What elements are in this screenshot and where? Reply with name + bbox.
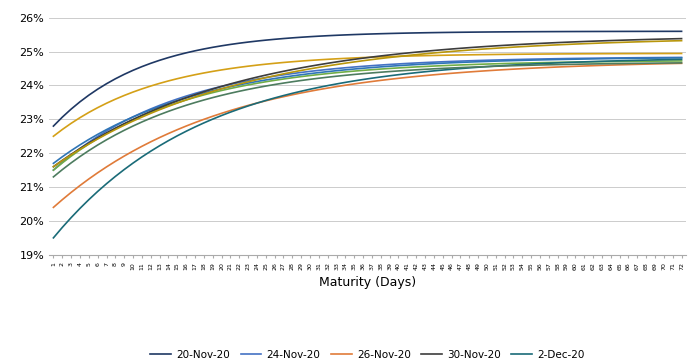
30-Nov-20 xyxy=(678,36,686,41)
25-Nov-20 xyxy=(474,62,482,67)
30-Nov-20 xyxy=(403,51,412,55)
30-Nov-20 xyxy=(49,165,57,169)
Line: 1-Dec-20: 1-Dec-20 xyxy=(53,41,682,167)
25-Nov-20 xyxy=(403,65,412,70)
Line: 2-Dec-20: 2-Dec-20 xyxy=(53,59,682,238)
27-Nov-20 xyxy=(678,56,686,60)
27-Nov-20 xyxy=(199,91,208,95)
1-Dec-20 xyxy=(199,92,208,96)
25-Nov-20 xyxy=(447,63,456,67)
26-Nov-20 xyxy=(49,205,57,210)
2-Dec-20 xyxy=(199,121,208,125)
X-axis label: Maturity (Days): Maturity (Days) xyxy=(319,276,416,289)
2-Dec-20 xyxy=(403,71,412,76)
26-Nov-20 xyxy=(678,61,686,66)
23-Nov-20 xyxy=(678,51,686,56)
Line: 23-Nov-20: 23-Nov-20 xyxy=(53,54,682,136)
26-Nov-20 xyxy=(199,117,208,122)
23-Nov-20 xyxy=(49,134,57,138)
3-Dec-20 xyxy=(49,175,57,179)
2-Dec-20 xyxy=(678,57,686,62)
20-Nov-20 xyxy=(474,30,482,34)
26-Nov-20 xyxy=(447,71,456,75)
30-Nov-20 xyxy=(447,47,456,51)
20-Nov-20 xyxy=(678,29,686,33)
3-Dec-20 xyxy=(447,66,456,70)
2-Dec-20 xyxy=(49,236,57,240)
25-Nov-20 xyxy=(138,114,146,118)
25-Nov-20 xyxy=(262,80,270,84)
24-Nov-20 xyxy=(138,111,146,115)
2-Dec-20 xyxy=(138,155,146,159)
24-Nov-20 xyxy=(403,61,412,66)
Line: 3-Dec-20: 3-Dec-20 xyxy=(53,63,682,177)
2-Dec-20 xyxy=(474,65,482,70)
3-Dec-20 xyxy=(678,61,686,65)
20-Nov-20 xyxy=(262,38,270,42)
27-Nov-20 xyxy=(138,111,146,115)
26-Nov-20 xyxy=(474,69,482,74)
23-Nov-20 xyxy=(403,54,412,58)
1-Dec-20 xyxy=(49,165,57,169)
2-Dec-20 xyxy=(447,67,456,71)
27-Nov-20 xyxy=(474,60,482,64)
Line: 27-Nov-20: 27-Nov-20 xyxy=(53,58,682,163)
3-Dec-20 xyxy=(199,98,208,102)
25-Nov-20 xyxy=(49,168,57,172)
25-Nov-20 xyxy=(678,59,686,63)
20-Nov-20 xyxy=(199,47,208,51)
27-Nov-20 xyxy=(262,78,270,82)
3-Dec-20 xyxy=(474,65,482,69)
27-Nov-20 xyxy=(447,61,456,65)
26-Nov-20 xyxy=(138,144,146,149)
26-Nov-20 xyxy=(262,99,270,103)
20-Nov-20 xyxy=(447,30,456,35)
23-Nov-20 xyxy=(138,87,146,91)
23-Nov-20 xyxy=(447,53,456,57)
30-Nov-20 xyxy=(262,73,270,77)
3-Dec-20 xyxy=(403,68,412,72)
27-Nov-20 xyxy=(49,161,57,166)
30-Nov-20 xyxy=(138,113,146,118)
1-Dec-20 xyxy=(447,49,456,54)
Line: 25-Nov-20: 25-Nov-20 xyxy=(53,61,682,170)
23-Nov-20 xyxy=(474,52,482,57)
24-Nov-20 xyxy=(678,55,686,60)
24-Nov-20 xyxy=(447,59,456,64)
23-Nov-20 xyxy=(262,62,270,66)
27-Nov-20 xyxy=(403,63,412,67)
24-Nov-20 xyxy=(262,75,270,80)
3-Dec-20 xyxy=(138,120,146,124)
25-Nov-20 xyxy=(199,93,208,97)
3-Dec-20 xyxy=(262,84,270,88)
1-Dec-20 xyxy=(678,39,686,43)
20-Nov-20 xyxy=(49,124,57,128)
Line: 24-Nov-20: 24-Nov-20 xyxy=(53,58,682,170)
24-Nov-20 xyxy=(49,168,57,172)
23-Nov-20 xyxy=(199,71,208,75)
Legend: 20-Nov-20, 23-Nov-20, 24-Nov-20, 25-Nov-20, 26-Nov-20, 27-Nov-20, 30-Nov-20, 1-D: 20-Nov-20, 23-Nov-20, 24-Nov-20, 25-Nov-… xyxy=(146,345,589,364)
1-Dec-20 xyxy=(403,54,412,58)
1-Dec-20 xyxy=(474,47,482,52)
1-Dec-20 xyxy=(138,115,146,119)
20-Nov-20 xyxy=(138,64,146,69)
30-Nov-20 xyxy=(474,45,482,49)
Line: 30-Nov-20: 30-Nov-20 xyxy=(53,39,682,167)
24-Nov-20 xyxy=(199,89,208,93)
1-Dec-20 xyxy=(262,75,270,80)
20-Nov-20 xyxy=(403,31,412,35)
26-Nov-20 xyxy=(403,75,412,80)
30-Nov-20 xyxy=(199,90,208,94)
2-Dec-20 xyxy=(262,98,270,103)
Line: 26-Nov-20: 26-Nov-20 xyxy=(53,63,682,207)
Line: 20-Nov-20: 20-Nov-20 xyxy=(53,31,682,126)
24-Nov-20 xyxy=(474,58,482,63)
